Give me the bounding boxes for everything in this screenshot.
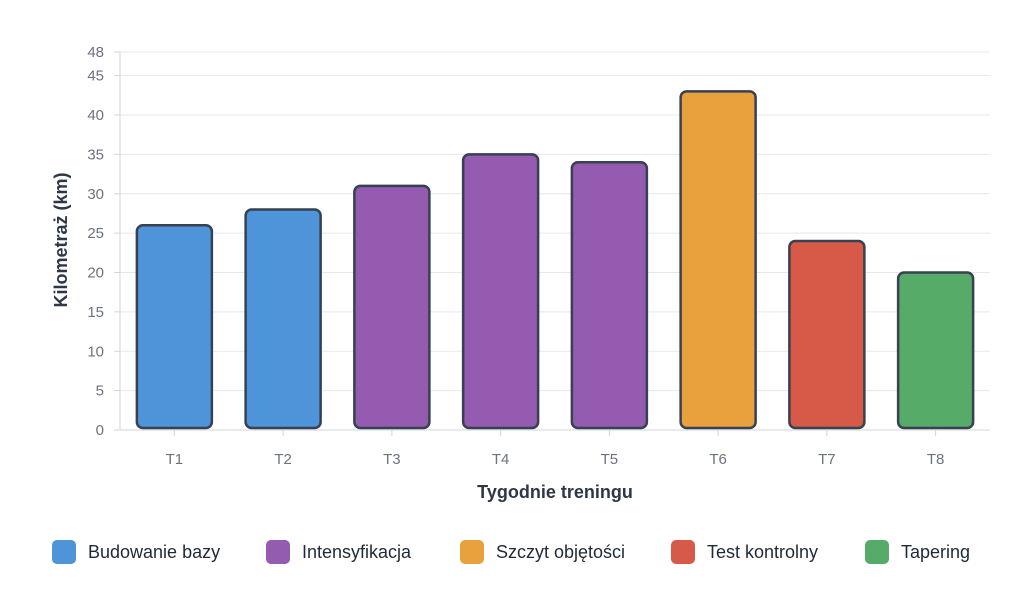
legend-label: Intensyfikacja (302, 542, 412, 562)
y-axis-title: Kilometraż (km) (51, 172, 71, 307)
x-tick-label: T5 (601, 451, 619, 468)
legend-item[interactable]: Tapering (865, 540, 970, 564)
legend-item[interactable]: Budowanie bazy (52, 540, 220, 564)
legend-item[interactable]: Intensyfikacja (266, 540, 412, 564)
y-tick-label: 45 (87, 68, 104, 85)
x-tick-labels: T1 T2 T3 T4 T5 T6 T7 T8 (166, 430, 945, 468)
x-tick-label: T7 (818, 451, 836, 468)
legend-label: Szczyt objętości (496, 542, 625, 562)
x-tick-label: T6 (709, 451, 727, 468)
bar-t8[interactable] (896, 271, 975, 430)
legend-swatch (865, 540, 889, 564)
bar-t3[interactable] (353, 184, 431, 430)
y-tick-label: 10 (87, 343, 104, 360)
legend: Budowanie bazy Intensyfikacja Szczyt objęt… (52, 540, 970, 564)
y-tick-label: 48 (87, 44, 104, 61)
y-tick-labels: 0 5 10 15 20 25 30 35 40 45 48 (87, 44, 104, 439)
x-tick-label: T8 (927, 451, 945, 468)
x-tick-label: T1 (166, 451, 184, 468)
legend-label: Test kontrolny (707, 542, 818, 562)
legend-label: Budowanie bazy (88, 542, 220, 562)
axes (119, 52, 990, 431)
y-tick-label: 25 (87, 225, 104, 242)
legend-swatch (52, 540, 76, 564)
legend-swatch (460, 540, 484, 564)
bar-t7[interactable] (788, 239, 866, 430)
y-tick-label: 15 (87, 304, 104, 321)
y-tick-label: 5 (96, 383, 104, 400)
x-axis-title: Tygodnie treningu (477, 482, 633, 502)
x-tick-label: T4 (492, 451, 510, 468)
legend-swatch (671, 540, 695, 564)
bar-t5[interactable] (570, 161, 649, 430)
x-tick-label: T3 (383, 451, 401, 468)
bar-t1[interactable] (135, 224, 214, 430)
bar-t4[interactable] (461, 153, 540, 430)
y-tick-label: 40 (87, 107, 104, 124)
y-tick-label: 35 (87, 146, 104, 163)
x-tick-label: T2 (274, 451, 292, 468)
y-tick-label: 20 (87, 265, 104, 282)
bar-t2[interactable] (244, 208, 322, 430)
legend-label: Tapering (901, 542, 970, 562)
legend-item[interactable]: Szczyt objętości (460, 540, 625, 564)
legend-swatch (266, 540, 290, 564)
bars (135, 90, 975, 430)
legend-item[interactable]: Test kontrolny (671, 540, 818, 564)
y-tick-label: 30 (87, 186, 104, 203)
bar-t6[interactable] (679, 90, 757, 430)
y-tick-label: 0 (96, 422, 104, 439)
